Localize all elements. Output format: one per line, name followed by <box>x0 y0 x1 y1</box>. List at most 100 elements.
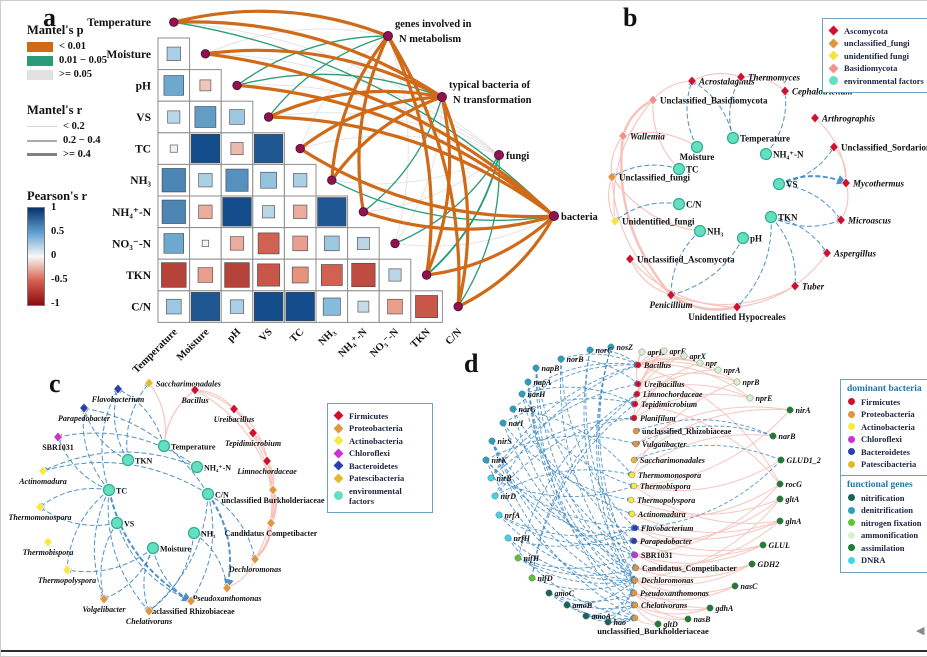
matrix-node-Temperature <box>169 17 179 27</box>
node-UnidHypocreales <box>732 301 742 313</box>
gene-label-napB: napB <box>542 364 560 373</box>
gene-link-blue <box>512 408 633 515</box>
bacteria-node-Ureibacillus <box>634 380 642 388</box>
gene-link-pink <box>630 498 781 515</box>
matrix-square <box>260 171 277 189</box>
legend-label: 0.2 − 0.4 <box>63 135 101 146</box>
gene-label-nirA: nirA <box>796 406 812 415</box>
matrix-square <box>166 298 182 315</box>
gene-label-nifH: nifH <box>524 554 540 563</box>
node-label-Parapedobacter: Parapedobacter <box>58 414 111 423</box>
bacteria-node-Thermobispora <box>630 482 638 490</box>
legend-line <box>27 126 57 127</box>
gene-node-hao <box>604 618 612 626</box>
diamond-icon <box>333 435 344 446</box>
col-label-Temperature: Temperature <box>131 327 180 376</box>
node-UnclRhizobiaceae <box>186 595 196 607</box>
scrollbar-arrow-icon[interactable]: ◀ <box>916 624 925 637</box>
node-label-Saccharimonadales: Saccharimonadales <box>156 380 221 389</box>
gene-link-blue <box>507 537 636 620</box>
network-edge <box>193 532 229 589</box>
gene-link-blue <box>527 381 636 581</box>
mantel-edge <box>236 83 556 218</box>
mantel-edge <box>299 95 443 150</box>
node-label-Aspergillus: Aspergillus <box>833 249 877 259</box>
legend-label: nitrogen fixation <box>861 517 922 528</box>
bacteria-node-Tepidimicrobium <box>631 400 639 408</box>
bacteria-label-Vulgatibacter: Vulgatibacter <box>642 440 687 449</box>
mantel-edge <box>299 147 555 219</box>
legend-swatch <box>27 41 53 52</box>
gene-link-pink <box>634 350 665 405</box>
gene-link-blue <box>502 398 636 424</box>
legend-label: assimilation <box>861 542 905 553</box>
gene-node-amoA <box>582 612 590 620</box>
legend-item: denitrification <box>847 505 927 515</box>
node-label-NH3: NH₃ <box>201 530 216 539</box>
network-edge <box>190 493 214 602</box>
gene-label-npr: npr <box>706 359 718 368</box>
node-Dechloromonas <box>250 553 260 565</box>
mantel-edge <box>457 215 556 309</box>
gene-link-blue <box>548 592 636 610</box>
node-label-CandCompetibacter: Candidatus Competibacter <box>225 529 318 538</box>
node-Microascus <box>836 214 846 226</box>
network-edge <box>778 174 848 185</box>
legend-item: Proteobacteria <box>333 423 426 433</box>
gene-link-blue <box>559 358 636 581</box>
network-edge <box>691 72 742 82</box>
gene-link-blue <box>585 604 636 618</box>
node-Aspergillus <box>822 247 832 259</box>
gene-node-norB <box>557 355 565 363</box>
dot-icon <box>848 494 855 501</box>
network-edge <box>57 432 198 468</box>
gene-link-blue <box>521 393 635 487</box>
bacteria-node-Parapedobacter <box>630 537 638 545</box>
gene-link-blue <box>507 537 636 583</box>
dot-icon <box>848 398 855 405</box>
legend-item: unidentified fungi <box>828 51 927 61</box>
gene-link-blue <box>599 346 637 569</box>
gene-link-pink <box>637 363 751 399</box>
circle-icon <box>334 491 343 500</box>
matrix-node-NO₃⁻-N <box>390 238 400 249</box>
matrix-square <box>229 109 245 125</box>
node-label-VS: VS <box>124 520 135 529</box>
node-label-CN: C/N <box>215 491 229 500</box>
gene-link-blue <box>512 408 636 581</box>
pearson-tick-label: -1 <box>51 298 60 309</box>
panel-letter-d: d <box>464 349 479 378</box>
network-edge <box>670 293 738 311</box>
legend-item: environmental factors <box>334 486 426 506</box>
gene-node-npr <box>696 359 704 367</box>
gene-link-pink <box>633 592 711 611</box>
network-edge <box>765 90 789 155</box>
node-Mycothermus <box>841 177 851 189</box>
bacteria-label-Pseudoxanthomonas: Pseudoxanthomonas <box>640 589 709 598</box>
matrix-square <box>257 232 280 255</box>
col-label-NH₃: NH₃ <box>317 327 338 348</box>
gene-link-blue <box>517 554 636 569</box>
node-VS <box>772 177 786 191</box>
network-edge <box>39 488 110 508</box>
fungi-legend: Ascomycota unclassified_fungi unidentified… <box>822 18 927 93</box>
gene-link-blue <box>485 435 637 461</box>
node-label-Thermomyces: Thermomyces <box>748 73 800 83</box>
gene-node-nrfA <box>495 511 503 519</box>
network-edge <box>652 99 680 170</box>
node-CN <box>672 197 686 211</box>
legend-label: >= 0.4 <box>63 149 91 160</box>
gene-node-GLUD1_2 <box>777 456 785 464</box>
legend-item: Bacteroidetes <box>333 461 426 471</box>
bacteria-node-Thermomonospora <box>628 471 636 479</box>
legend-label: 0.01 − 0.05 <box>59 55 107 66</box>
matrix-square <box>166 46 181 61</box>
bacteria-label-Planifilum: Planifilum <box>640 414 676 423</box>
bacteria-node-CandCompetibacter <box>632 564 640 572</box>
dot-icon <box>848 544 855 551</box>
gene-link-blue <box>535 367 636 619</box>
gene-node-nprE <box>746 394 754 402</box>
mantel-edge <box>268 115 555 218</box>
matrix-square <box>224 262 250 288</box>
gene-link-pink <box>635 520 781 569</box>
